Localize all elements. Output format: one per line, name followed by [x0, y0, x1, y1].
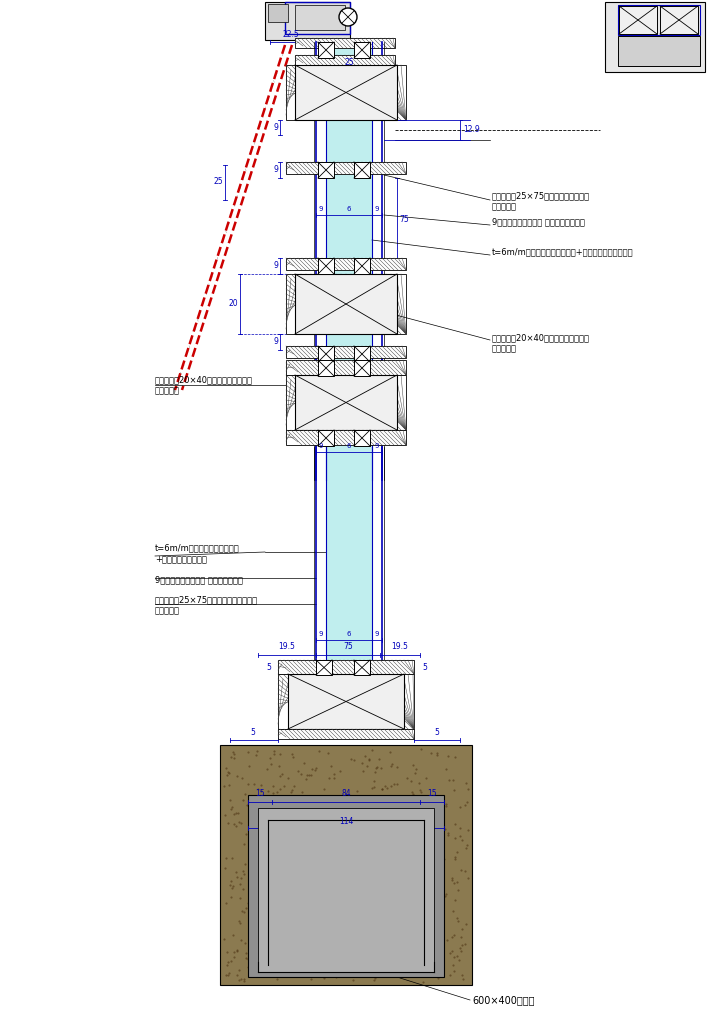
Bar: [318, 42, 334, 58]
Text: 9: 9: [375, 443, 379, 449]
Bar: [295, 65, 397, 120]
Bar: [248, 795, 444, 977]
Bar: [278, 674, 414, 729]
Bar: [220, 745, 472, 985]
Text: 19.5: 19.5: [391, 642, 409, 651]
Text: 9: 9: [319, 206, 323, 212]
Bar: [354, 346, 370, 362]
Bar: [318, 162, 334, 178]
Text: 25: 25: [344, 58, 354, 67]
Bar: [286, 346, 406, 358]
Text: 5: 5: [423, 663, 427, 672]
Bar: [318, 430, 334, 446]
Bar: [286, 430, 406, 445]
Circle shape: [339, 8, 357, 26]
Text: 9: 9: [319, 443, 323, 449]
Bar: [326, 360, 372, 480]
Bar: [265, 2, 350, 40]
Bar: [258, 808, 434, 972]
Text: t=6m/mクリアガラスはめ込み: t=6m/mクリアガラスはめ込み: [155, 544, 240, 553]
Bar: [295, 55, 395, 65]
Bar: [318, 346, 334, 362]
Text: 15: 15: [255, 790, 265, 798]
Bar: [326, 447, 372, 660]
Bar: [354, 42, 370, 58]
Text: 9: 9: [273, 261, 278, 270]
Bar: [660, 6, 698, 34]
Text: 9: 9: [375, 631, 379, 637]
Bar: [295, 375, 397, 430]
Text: 600×400　石貼: 600×400 石貼: [472, 995, 534, 1005]
Bar: [286, 162, 406, 174]
Bar: [295, 38, 395, 48]
Text: 鋼塗装仕上: 鋼塗装仕上: [155, 606, 180, 615]
Bar: [318, 258, 334, 274]
Bar: [354, 162, 370, 178]
Bar: [268, 4, 288, 22]
Text: 6: 6: [347, 206, 351, 212]
Bar: [286, 258, 406, 270]
Bar: [286, 360, 406, 375]
Text: フレーム：25×75角スチールパイプ゚: フレーム：25×75角スチールパイプ゚: [155, 596, 258, 604]
Text: 6: 6: [347, 631, 351, 637]
Bar: [618, 5, 700, 35]
Bar: [288, 674, 404, 729]
Text: 9: 9: [273, 338, 278, 346]
Bar: [295, 5, 345, 30]
Bar: [278, 660, 414, 674]
Text: 5: 5: [251, 728, 256, 737]
Bar: [618, 36, 700, 66]
Text: 9: 9: [273, 166, 278, 174]
Text: 9: 9: [375, 206, 379, 212]
Bar: [354, 360, 370, 376]
Text: 5: 5: [434, 728, 439, 737]
Bar: [605, 2, 705, 72]
Bar: [286, 65, 406, 120]
Bar: [286, 274, 406, 334]
Bar: [354, 430, 370, 446]
Bar: [354, 258, 370, 274]
Text: 25: 25: [213, 177, 223, 186]
Text: 鋼塗装仕上: 鋼塗装仕上: [155, 386, 180, 395]
Text: フレーム：20×40角スチールパイプ゚: フレーム：20×40角スチールパイプ゚: [155, 376, 253, 384]
Bar: [619, 6, 657, 34]
Text: 9: 9: [319, 631, 323, 637]
Text: 5: 5: [266, 663, 271, 672]
Text: 114: 114: [339, 817, 353, 826]
Bar: [295, 274, 397, 334]
Text: +飛散防止フィルム貼: +飛散防止フィルム貼: [155, 555, 207, 563]
Bar: [278, 729, 414, 739]
Text: 鋼塗装仕上: 鋼塗装仕上: [492, 203, 517, 212]
Text: 12.9: 12.9: [463, 126, 480, 134]
Text: フレーム：25×75角スチールパイプ゚: フレーム：25×75角スチールパイプ゚: [492, 191, 590, 201]
Text: 9角スチールパイプ゚ 押え鋼塗装仕上: 9角スチールパイプ゚ 押え鋼塗装仕上: [155, 575, 243, 585]
Text: 22.5: 22.5: [283, 30, 299, 39]
Text: 15: 15: [427, 790, 437, 798]
Text: 9: 9: [273, 123, 278, 131]
Bar: [354, 660, 370, 675]
Bar: [326, 42, 372, 360]
Bar: [286, 375, 406, 430]
Bar: [318, 360, 334, 376]
Text: 9角スチールパイプ゚ 押え　鋼塗装仕上: 9角スチールパイプ゚ 押え 鋼塗装仕上: [492, 217, 585, 226]
Text: フレーム：20×40角スチールパイプ゚: フレーム：20×40角スチールパイプ゚: [492, 334, 590, 342]
Bar: [316, 660, 332, 675]
Text: 20: 20: [228, 299, 238, 308]
Text: 6: 6: [347, 443, 351, 449]
Text: 鋼塗装仕上: 鋼塗装仕上: [492, 344, 517, 353]
Text: 19.5: 19.5: [279, 642, 295, 651]
Text: t=6m/mクリアガラスはめ込み+飛散防止　フィルム貼: t=6m/mクリアガラスはめ込み+飛散防止 フィルム貼: [492, 248, 633, 256]
Text: 75: 75: [343, 642, 353, 651]
Text: 84: 84: [341, 790, 351, 798]
Text: 75: 75: [399, 215, 409, 224]
Bar: [285, 2, 350, 34]
